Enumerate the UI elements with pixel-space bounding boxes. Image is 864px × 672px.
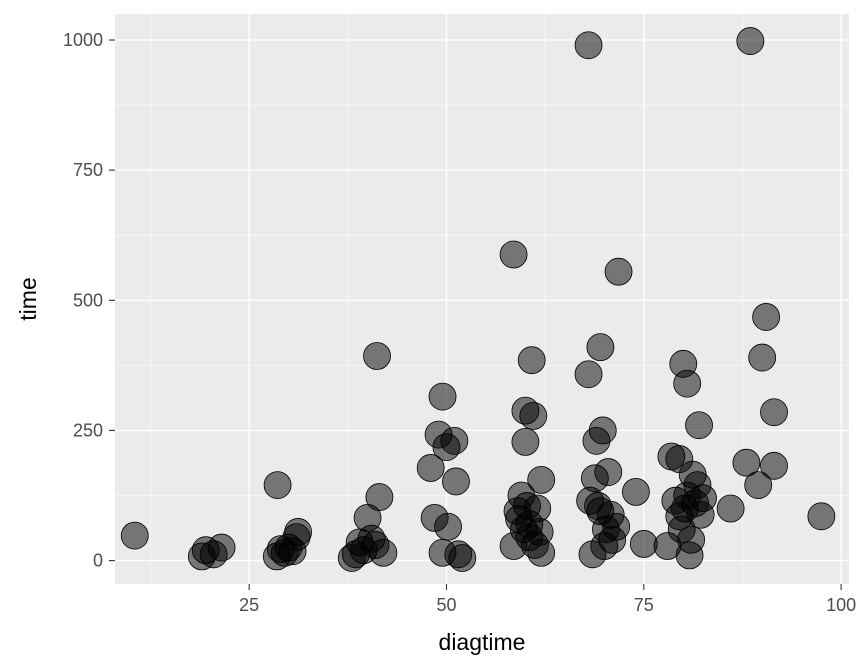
data-point [760,451,788,480]
data-point [574,31,603,60]
data-point [807,502,836,531]
data-point [716,494,745,523]
minor-gridlines [115,14,849,584]
data-point [748,343,777,372]
y-tick-label: 750 [73,160,103,180]
data-points [120,27,836,572]
data-point [689,484,717,513]
data-point [207,533,236,562]
data-point [499,240,528,269]
y-tick-label: 500 [73,290,103,310]
x-tick-label: 75 [634,595,654,615]
data-point [442,467,470,496]
x-tick-label: 100 [826,595,856,615]
x-axis-title: diagtime [439,629,526,655]
data-point [511,427,540,456]
data-point [673,369,702,398]
data-point [519,401,548,430]
data-point [527,538,556,567]
x-axis-ticks: 25 50 75 100 [239,584,856,615]
data-point [732,448,761,477]
data-point [523,494,552,523]
data-point [685,411,713,440]
data-point [448,544,477,572]
data-point [744,471,773,499]
data-point [363,342,391,370]
y-axis-title: time [15,277,41,320]
y-tick-label: 250 [73,420,103,440]
data-point [574,360,603,389]
data-point [428,382,457,411]
data-point [369,538,398,567]
data-point [434,512,462,541]
data-point [622,477,650,506]
data-point [586,333,615,362]
data-point [588,416,617,445]
data-point [284,518,313,546]
plot-panel [115,14,849,584]
data-point [752,303,781,331]
x-tick-label: 25 [239,595,259,615]
data-point [629,530,658,558]
data-point [263,471,292,499]
data-point [365,483,394,511]
data-point [594,458,623,486]
data-point [736,27,765,55]
data-point [416,454,445,482]
y-axis-ticks: 0 250 500 750 1000 [63,30,115,571]
data-point [602,512,631,541]
y-tick-label: 0 [93,551,103,571]
data-point [120,521,149,550]
data-point [677,525,706,554]
data-point [440,426,469,455]
data-point [604,257,633,286]
y-tick-label: 1000 [63,30,103,50]
x-tick-label: 50 [436,595,456,615]
data-point [527,465,556,494]
data-point [517,346,546,375]
data-point [760,398,788,427]
